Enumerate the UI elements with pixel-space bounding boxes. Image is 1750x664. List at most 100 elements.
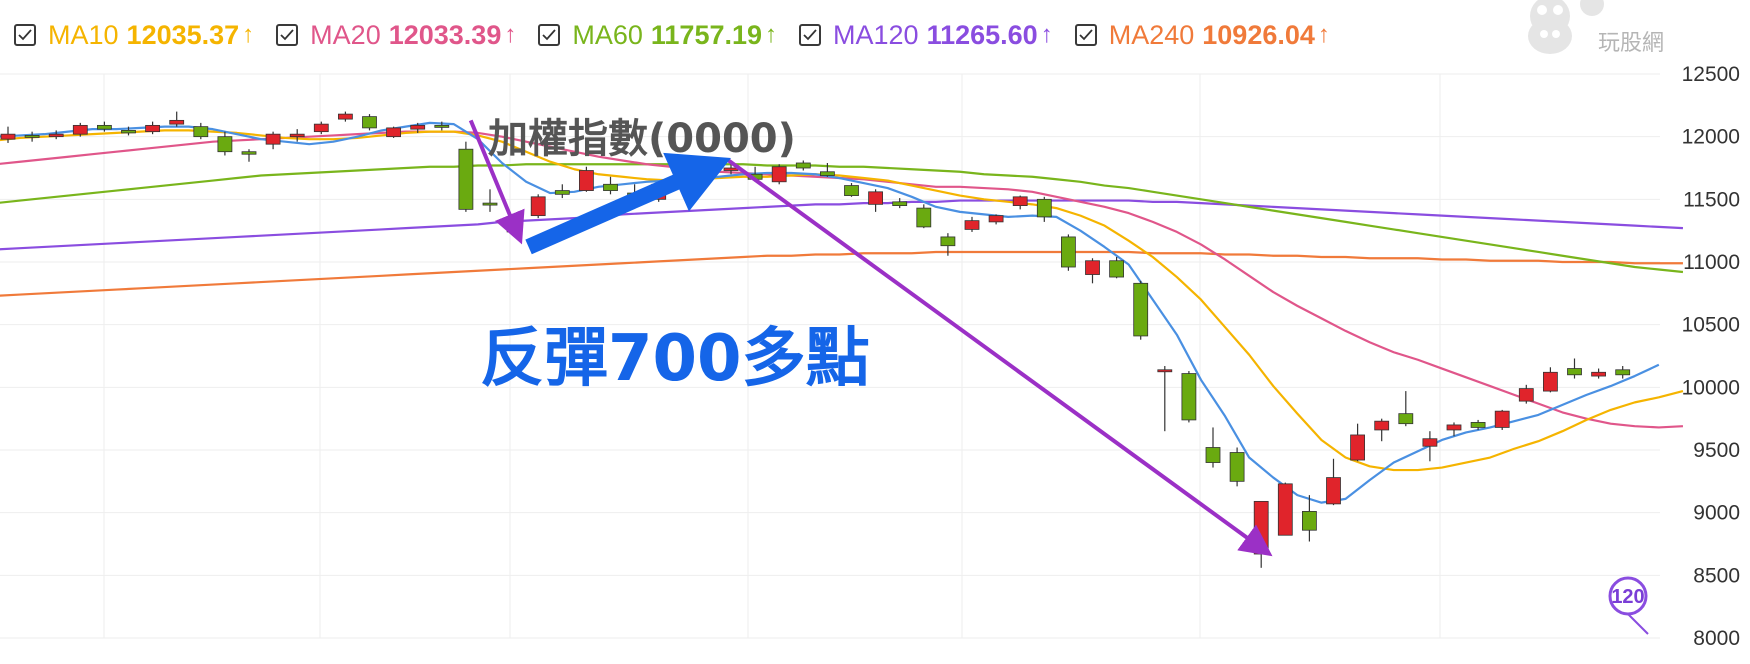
- ma120-badge[interactable]: 120: [1608, 576, 1649, 635]
- candle-body: [1591, 371, 1606, 377]
- candle: [1229, 447, 1245, 487]
- candle: [940, 233, 956, 256]
- legend-value: 12035.37: [126, 19, 240, 50]
- checkbox-checked-icon[interactable]: [799, 24, 822, 46]
- candle-body: [241, 151, 257, 155]
- candle: [1494, 409, 1510, 430]
- candle: [603, 176, 618, 195]
- candle: [1181, 371, 1197, 423]
- legend-name: MA20: [310, 19, 381, 50]
- candle: [121, 126, 136, 136]
- candle-body: [940, 236, 956, 247]
- y-tick-label: 8500: [1693, 564, 1740, 587]
- candle: [313, 121, 329, 135]
- grid-lines: [0, 73, 1660, 639]
- ma240-line: [0, 250, 1683, 297]
- legend-item-ma20[interactable]: MA20 12033.39 ↑: [276, 20, 516, 51]
- candle-body: [579, 170, 594, 191]
- candle-body: [1302, 511, 1317, 531]
- ma60-line: [0, 163, 1684, 274]
- candle-body: [1350, 434, 1365, 461]
- y-tick-label: 11000: [1683, 251, 1740, 274]
- candle-body: [1109, 260, 1124, 278]
- candle: [434, 121, 450, 131]
- candle: [241, 149, 257, 162]
- ma120-line: [0, 199, 1684, 251]
- candle-body: [193, 126, 209, 138]
- legend: MA10 12035.37 ↑ MA20 12033.39 ↑ MA60 11757.19 ↑ M…: [0, 0, 1494, 70]
- candle-body: [217, 136, 233, 153]
- candle: [795, 160, 811, 171]
- candle-body: [1470, 422, 1486, 428]
- candle: [1133, 280, 1149, 340]
- candle-body: [1061, 236, 1076, 268]
- candle: [72, 122, 88, 137]
- candle: [892, 198, 908, 209]
- candle: [1277, 482, 1293, 536]
- candle: [24, 131, 40, 142]
- checkbox-checked-icon[interactable]: [14, 24, 36, 46]
- candle-body: [482, 202, 498, 206]
- candle-body: [1326, 477, 1341, 505]
- candle-body: [1181, 373, 1197, 421]
- candle: [1422, 431, 1438, 462]
- candle-body: [0, 133, 16, 140]
- candle: [1061, 234, 1076, 271]
- candle: [1398, 391, 1414, 427]
- legend-item-ma240[interactable]: MA240 10926.04 ↑: [1074, 20, 1330, 51]
- candle: [1205, 427, 1221, 468]
- candle: [1036, 196, 1052, 222]
- legend-value: 12033.39: [388, 19, 502, 50]
- candle: [0, 126, 16, 143]
- candle: [48, 130, 64, 140]
- downtrend-arrow: [468, 119, 525, 245]
- candle: [554, 184, 570, 199]
- y-tick-label: 12000: [1682, 126, 1740, 149]
- candle-body: [603, 183, 618, 191]
- candle: [844, 183, 859, 197]
- candle: [579, 166, 594, 192]
- candle: [1518, 384, 1534, 404]
- candle: [916, 204, 932, 229]
- candle: [337, 111, 353, 122]
- up-arrow-icon: ↑: [504, 21, 517, 48]
- candle: [868, 189, 883, 212]
- candle: [820, 162, 835, 177]
- candle: [1012, 195, 1028, 210]
- legend-item-ma60[interactable]: MA60 11757.19 ↑: [538, 20, 777, 51]
- candle: [265, 131, 281, 150]
- candle: [988, 214, 1004, 225]
- candle-body: [1229, 452, 1245, 482]
- candle-body: [313, 123, 329, 133]
- up-arrow-icon: ↑: [1040, 21, 1053, 48]
- candle-body: [1543, 371, 1558, 392]
- legend-name: MA120: [833, 19, 919, 50]
- checkbox-checked-icon[interactable]: [276, 24, 299, 46]
- y-tick-label: 10000: [1682, 376, 1740, 399]
- y-axis: 12500 12000 11500 11000 10500 10000 9500 9000 85…: [1682, 63, 1740, 650]
- up-arrow-icon: ↑: [242, 21, 255, 48]
- downtrend-arrow: [727, 158, 1273, 557]
- legend-item-ma120[interactable]: MA120 11265.60 ↑: [799, 20, 1053, 51]
- candle-body: [145, 124, 161, 133]
- candle: [1543, 367, 1558, 393]
- candle-body: [1036, 198, 1052, 218]
- candle: [145, 121, 161, 135]
- y-tick-label: 9500: [1693, 439, 1740, 462]
- candle: [1326, 458, 1341, 506]
- legend-item-ma10[interactable]: MA10 12035.37 ↑: [14, 20, 254, 51]
- candle: [1446, 422, 1462, 437]
- candle-body: [554, 190, 570, 195]
- up-arrow-icon: ↑: [1317, 21, 1330, 48]
- candle: [1615, 366, 1631, 379]
- checkbox-checked-icon[interactable]: [1074, 24, 1097, 46]
- candle-body: [771, 166, 787, 183]
- y-tick-label: 12500: [1682, 63, 1740, 86]
- candle: [289, 129, 305, 142]
- candle: [482, 189, 498, 212]
- candle: [1567, 358, 1582, 379]
- candle-body: [97, 124, 112, 130]
- checkbox-checked-icon[interactable]: [538, 24, 561, 46]
- candle-body: [820, 171, 835, 176]
